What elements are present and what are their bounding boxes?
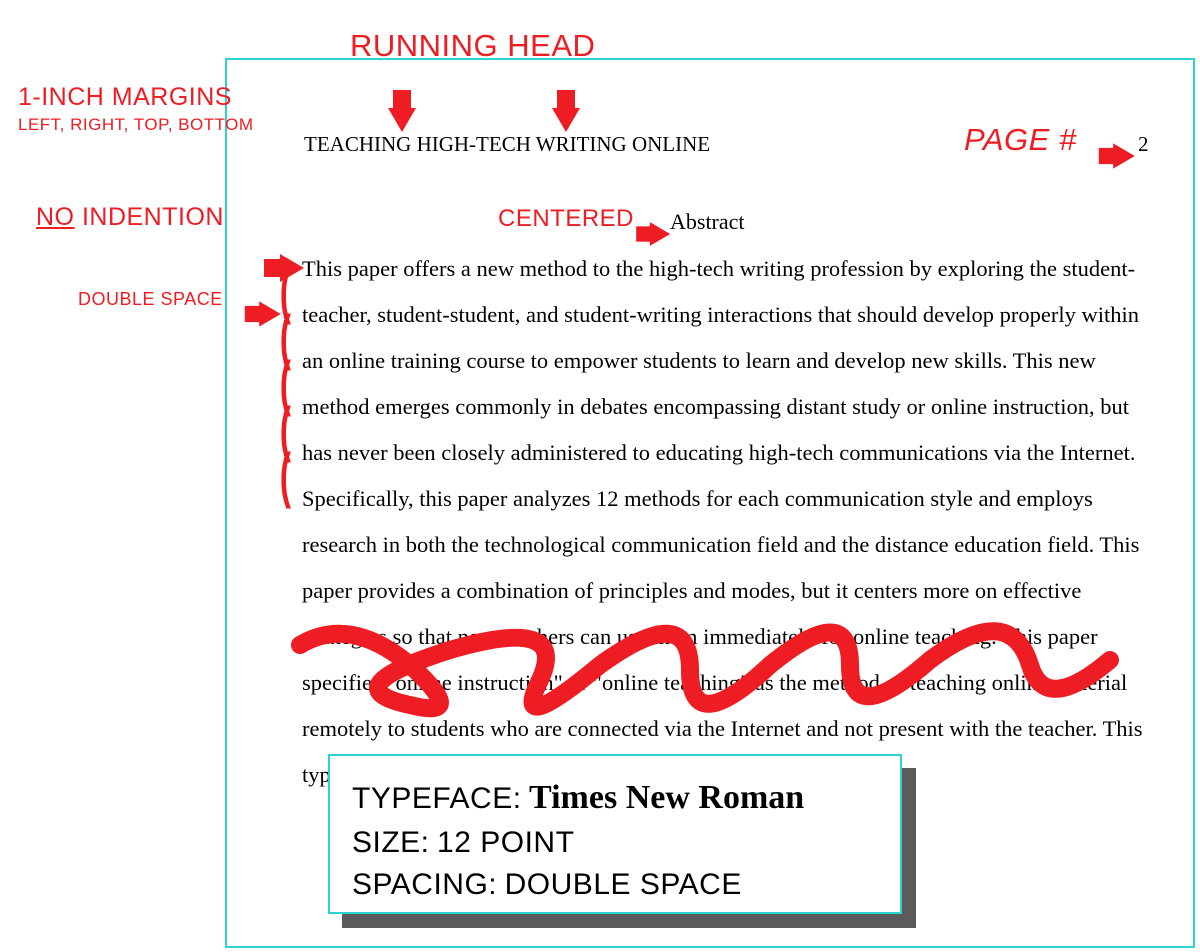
info-typeface-val: Times New Roman bbox=[529, 779, 804, 816]
info-box: TYPEFACE: Times New Roman SIZE: 12 POINT… bbox=[328, 754, 902, 914]
label-no: NO bbox=[36, 203, 75, 231]
paren-5: ( bbox=[280, 439, 291, 511]
info-spacing: SPACING: DOUBLE SPACE bbox=[352, 864, 878, 906]
label-margins-line1: 1-INCH MARGINS bbox=[18, 84, 232, 110]
arrow-double-space bbox=[259, 301, 281, 326]
info-size-key: SIZE: bbox=[352, 826, 430, 859]
info-spacing-key: SPACING: bbox=[352, 868, 497, 901]
label-indention: INDENTION bbox=[75, 203, 224, 231]
label-centered: CENTERED bbox=[498, 206, 634, 231]
info-typeface-key: TYPEFACE: bbox=[352, 782, 522, 815]
info-typeface: TYPEFACE: Times New Roman bbox=[352, 774, 878, 822]
abstract-heading: Abstract bbox=[670, 209, 745, 235]
running-head-text: TEACHING HIGH-TECH WRITING ONLINE bbox=[304, 132, 710, 157]
label-running-head: RUNNING HEAD bbox=[350, 30, 595, 63]
arrow-page-number bbox=[1113, 143, 1135, 168]
info-size-val: 12 POINT bbox=[437, 826, 574, 859]
arrow-running-head-2 bbox=[552, 108, 580, 132]
label-double-space: DOUBLE SPACE bbox=[78, 290, 223, 309]
label-page-number: PAGE # bbox=[964, 124, 1077, 157]
abstract-body: This paper offers a new method to the hi… bbox=[302, 246, 1152, 798]
page-number-value: 2 bbox=[1138, 132, 1149, 157]
arrow-running-head-1 bbox=[388, 108, 416, 132]
label-no-indention: NO INDENTION bbox=[36, 204, 224, 230]
label-margins-line2: LEFT, RIGHT, TOP, BOTTOM bbox=[18, 116, 254, 134]
info-size: SIZE: 12 POINT bbox=[352, 822, 878, 864]
arrow-centered bbox=[650, 222, 670, 246]
info-spacing-val: DOUBLE SPACE bbox=[505, 868, 742, 901]
